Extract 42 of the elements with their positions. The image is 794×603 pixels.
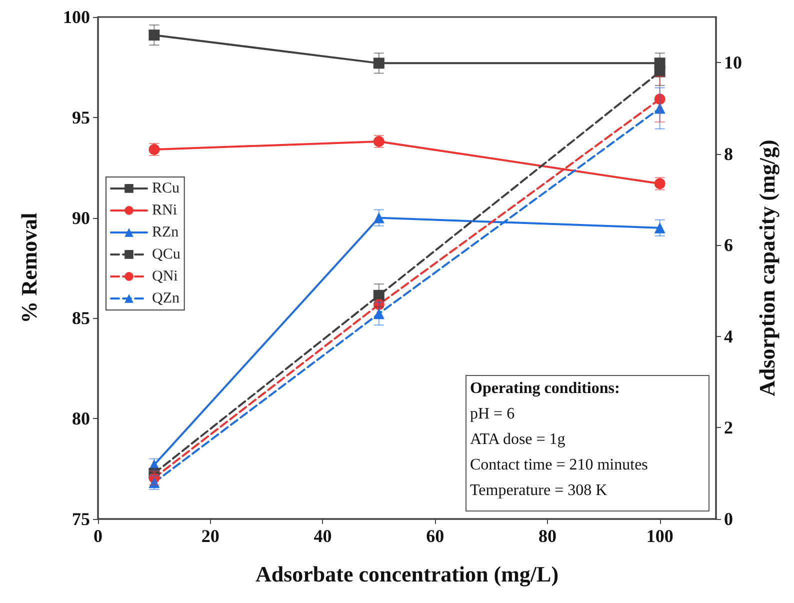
x-axis-title: Adsorbate concentration (mg/L): [255, 562, 559, 586]
annotation: ATA dose = 1g: [470, 431, 566, 448]
point: [654, 102, 666, 114]
y2-tick-label: 4: [724, 326, 733, 346]
annotation: Contact time = 210 minutes: [470, 456, 648, 474]
x-tick-label: 0: [94, 526, 102, 546]
y-axis-title: % Removal: [16, 212, 42, 324]
legend-label: RZn: [152, 224, 180, 240]
y2-axis-title: Adsorption capacity (mg/g): [754, 140, 780, 396]
point: [373, 308, 384, 320]
y-tick-label: 75: [72, 509, 90, 529]
x-tick-label: 20: [201, 526, 220, 546]
point: [373, 290, 384, 301]
legend-label: QCu: [152, 246, 181, 262]
x-tick-label: 40: [314, 526, 332, 546]
point: [373, 299, 384, 310]
y-tick-label: 80: [72, 408, 90, 429]
x-tick-label: 60: [426, 526, 444, 546]
y2-tick-label: 0: [724, 509, 733, 529]
y2-tick-label: 8: [724, 144, 733, 164]
y-tick-label: 90: [72, 208, 90, 228]
point: [373, 58, 384, 69]
y2-tick-label: 10: [724, 52, 742, 73]
x-tick-label: 100: [646, 526, 674, 546]
annotation: Temperature = 308 K: [470, 482, 608, 499]
legend-label: QNi: [152, 268, 178, 284]
y2-tick-label: 2: [724, 418, 733, 438]
point: [148, 30, 160, 41]
annotation: Operating conditions:: [470, 380, 620, 397]
annotation: pH = 6: [470, 406, 515, 422]
y-tick-label: 100: [63, 7, 90, 27]
y-tick-label: 95: [72, 107, 90, 128]
point: [654, 222, 666, 234]
legend-label: RCu: [152, 180, 180, 196]
point: [373, 212, 384, 224]
y2-tick-label: 6: [724, 235, 733, 256]
point: [654, 66, 666, 78]
x-tick-label: 80: [538, 526, 556, 546]
legend-label: QZn: [152, 290, 180, 306]
point: [654, 94, 666, 105]
legend-label: RNi: [152, 202, 178, 218]
y-tick-label: 85: [72, 308, 90, 328]
